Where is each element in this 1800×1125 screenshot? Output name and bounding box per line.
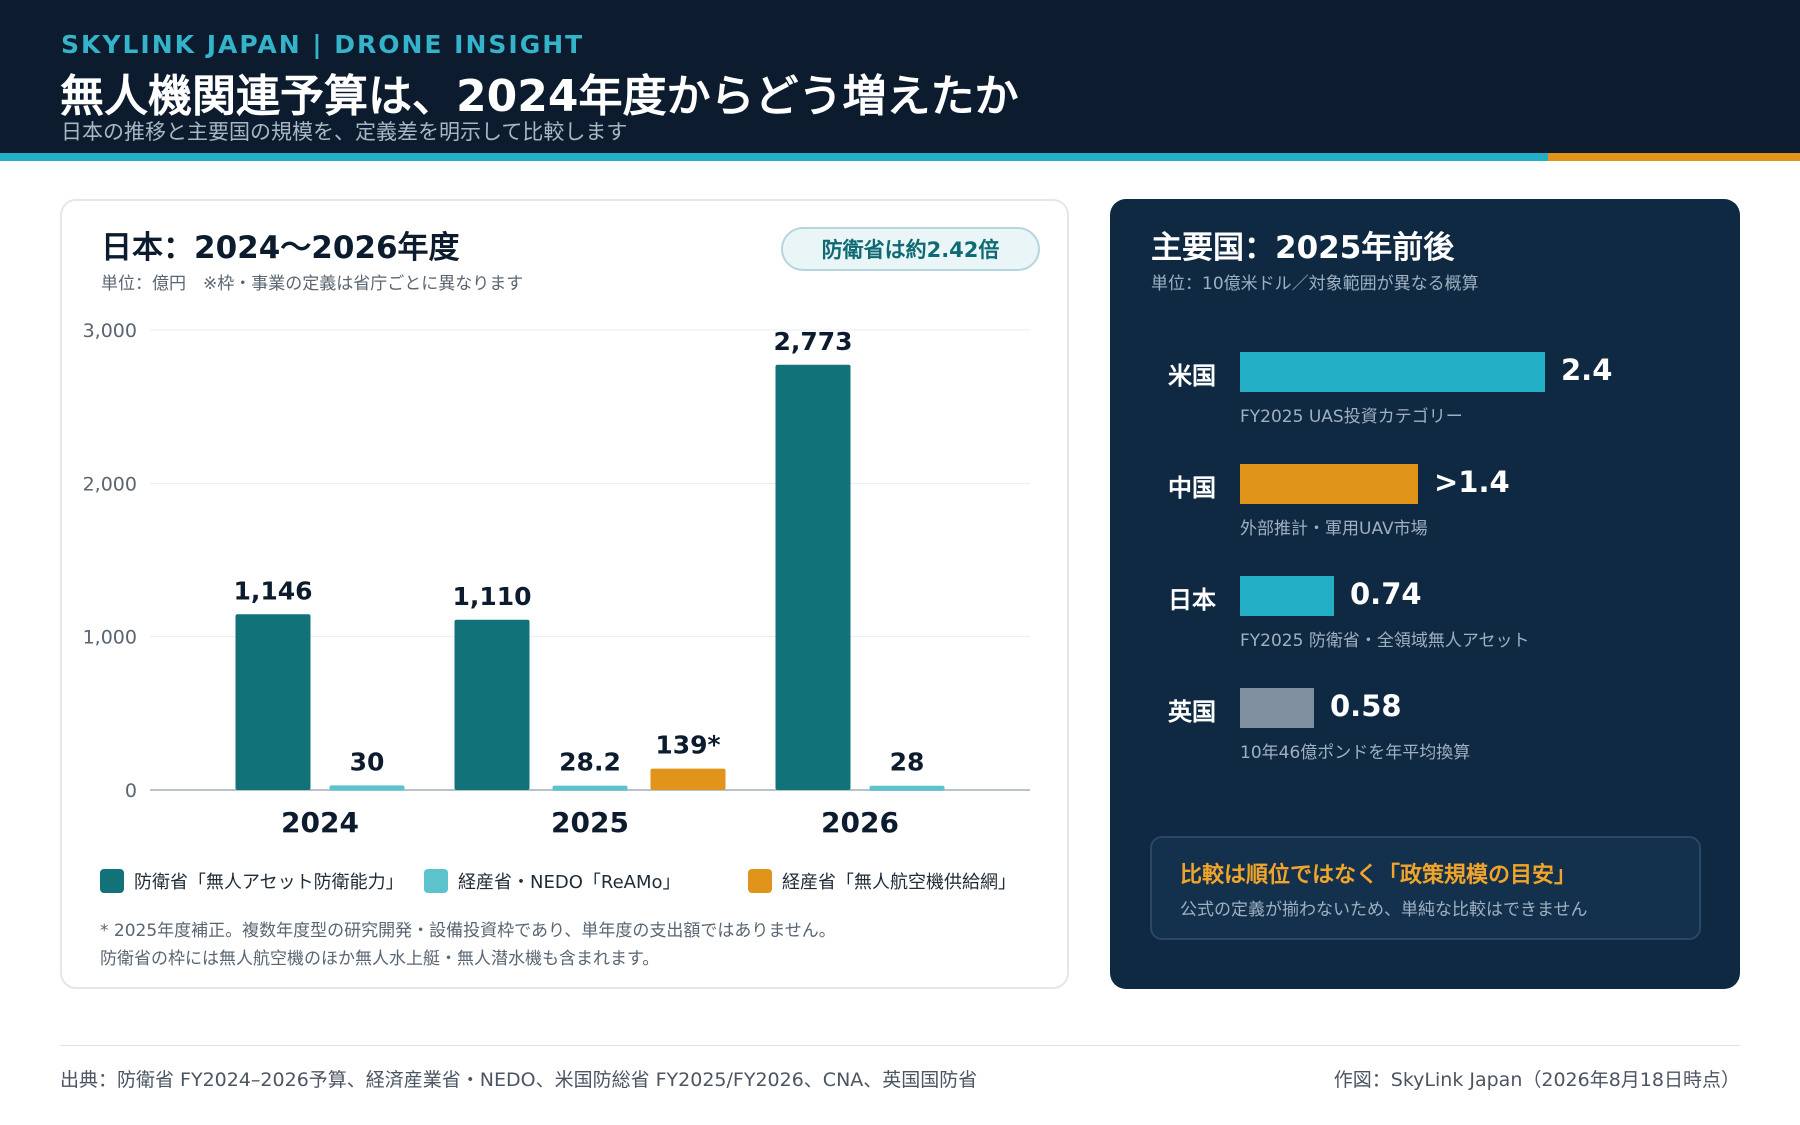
country-note: 外部推計・軍用UAV市場: [1240, 519, 1428, 539]
header-band: [0, 0, 1800, 153]
legend-swatch: [100, 869, 124, 893]
y-tick-label: 1,000: [83, 627, 137, 649]
japan-bar-chart: 0 1,000 2,000 3,000 1,146 30 2024 1,110 28.2 139*…: [83, 320, 1030, 839]
legend-label: 経産省・NEDO「ReAMo」: [458, 872, 681, 893]
footer-source: 出典：防衛省 FY2024–2026予算、経済産業省・NEDO、米国防総省 FY…: [60, 1069, 978, 1091]
accent-bar-orange: [1548, 153, 1800, 161]
country-label: 英国: [1168, 698, 1216, 726]
footer-divider: [60, 1045, 1740, 1046]
legend-item: 防衛省「無人アセット防衛能力」: [100, 868, 404, 894]
x-tick-label: 2026: [821, 806, 899, 839]
country-note: FY2025 UAS投資カテゴリー: [1240, 407, 1463, 427]
country-bar: [1240, 576, 1334, 616]
data-label: 2,773: [773, 327, 852, 356]
y-tick-label: 0: [125, 780, 137, 802]
data-label: 28.2: [559, 748, 621, 777]
bar-2024-series1: [329, 785, 405, 791]
legend-swatch: [748, 869, 772, 893]
x-tick-label: 2025: [551, 806, 629, 839]
caution-title: 比較は順位ではなく「政策規模の目安」: [1180, 863, 1577, 888]
country-label: 中国: [1168, 474, 1216, 502]
country-note: 10年46億ポンドを年平均換算: [1240, 743, 1471, 763]
bar-2025-series2: [650, 768, 726, 790]
data-label: 1,110: [452, 582, 531, 611]
country-bar: [1240, 352, 1545, 392]
y-tick-label: 2,000: [83, 473, 137, 495]
countries-unit: 単位：10億米ドル／対象範囲が異なる概算: [1151, 274, 1479, 294]
footer-credit: 作図：SkyLink Japan（2026年8月18日時点）: [1333, 1069, 1740, 1091]
footnote-2: 防衛省の枠には無人航空機のほか無人水上艇・無人潜水機も含まれます。: [100, 949, 660, 969]
country-value: 0.74: [1350, 577, 1422, 611]
page-title: 無人機関連予算は、2024年度からどう増えたか: [60, 71, 1019, 122]
country-value: 2.4: [1561, 353, 1613, 387]
footnote-1: * 2025年度補正。複数年度型の研究開発・設備投資枠であり、単年度の支出額では…: [100, 921, 836, 941]
legend-swatch: [424, 869, 448, 893]
y-tick-label: 3,000: [83, 320, 137, 342]
bar-2026-series0: [775, 364, 851, 790]
data-label: 1,146: [233, 576, 312, 605]
chart-legend: 防衛省「無人アセット防衛能力」 経産省・NEDO「ReAMo」 経産省「無人航空機供…: [100, 868, 1040, 898]
bar-2026-series1: [869, 785, 945, 791]
country-label: 米国: [1168, 362, 1216, 390]
japan-chart-unit: 単位：億円 ※枠・事業の定義は省庁ごとに異なります: [101, 274, 524, 294]
data-label: 139*: [655, 731, 720, 760]
caution-box: [1150, 836, 1701, 940]
country-note: FY2025 防衛省・全領域無人アセット: [1240, 631, 1530, 651]
bar-2024-series0: [235, 614, 311, 790]
x-tick-label: 2024: [281, 806, 359, 839]
data-label: 30: [350, 747, 385, 776]
countries-title: 主要国：2025年前後: [1151, 230, 1455, 266]
caution-text: 公式の定義が揃わないため、単純な比較はできません: [1180, 900, 1588, 920]
country-value: >1.4: [1434, 465, 1510, 499]
accent-bar-teal: [0, 153, 1548, 161]
japan-chart-title: 日本：2024〜2026年度: [101, 230, 460, 266]
bar-2025-series0: [454, 619, 530, 790]
country-bar: [1240, 464, 1418, 504]
bar-2025-series1: [552, 785, 628, 791]
legend-item: 経産省「無人航空機供給網」: [748, 868, 1016, 894]
data-label: 28: [890, 748, 925, 777]
country-value: 0.58: [1330, 689, 1402, 723]
growth-badge: 防衛省は約2.42倍: [781, 227, 1040, 271]
country-bar: [1240, 688, 1314, 728]
legend-label: 経産省「無人航空機供給網」: [782, 872, 1016, 893]
japan-chart-card: [60, 199, 1069, 989]
page-subtitle: 日本の推移と主要国の規模を、定義差を明示して比較します: [61, 120, 628, 144]
brand-label: SKYLINK JAPAN | DRONE INSIGHT: [61, 30, 585, 59]
legend-item: 経産省・NEDO「ReAMo」: [424, 868, 681, 894]
legend-label: 防衛省「無人アセット防衛能力」: [134, 872, 404, 893]
country-label: 日本: [1168, 586, 1216, 614]
